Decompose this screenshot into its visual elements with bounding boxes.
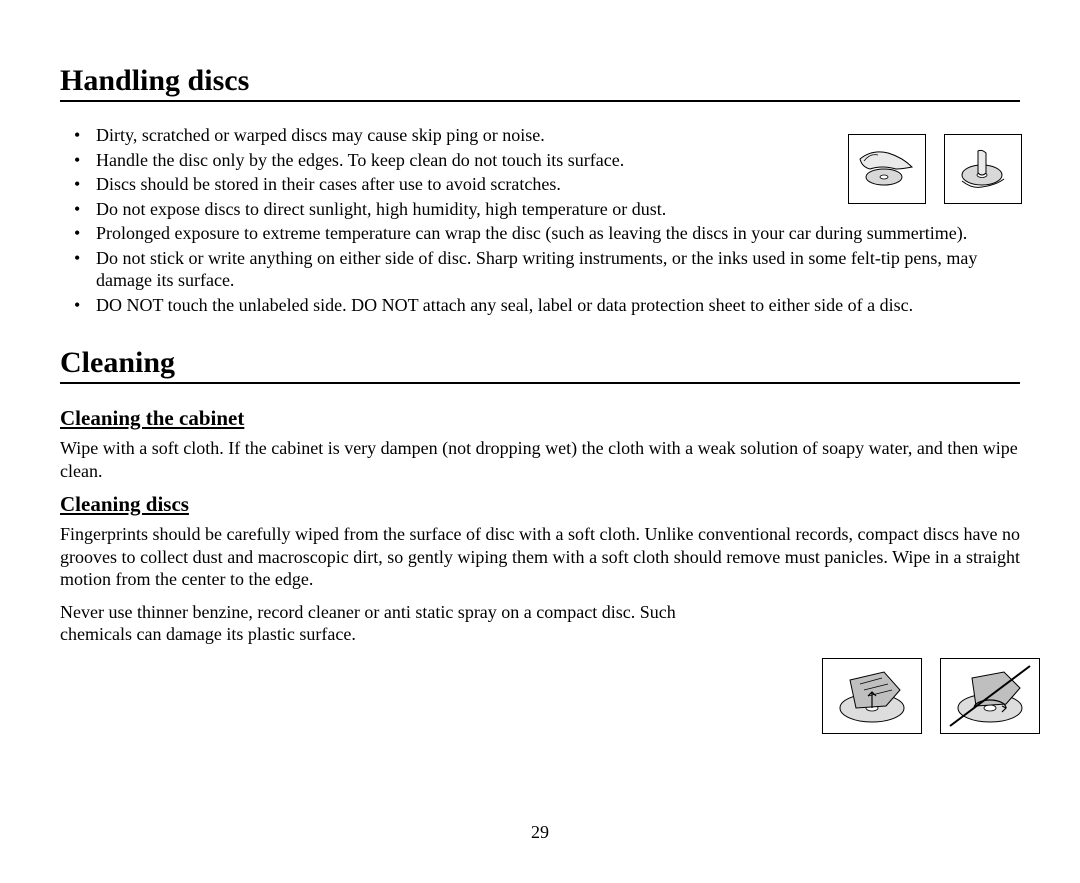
cleaning-heading: Cleaning [60,346,1020,384]
figure-hold-disc-center [944,134,1022,204]
cleaning-discs-text-1: Fingerprints should be carefully wiped f… [60,523,1020,591]
cleaning-cabinet-subheading: Cleaning the cabinet [60,406,1020,431]
handling-discs-heading: Handling discs [60,64,1020,102]
figure-wipe-circular-wrong [940,658,1040,734]
figure-wipe-straight [822,658,922,734]
cleaning-cabinet-text: Wipe with a soft cloth. If the cabinet i… [60,437,1020,482]
cleaning-discs-subheading: Cleaning discs [60,492,1020,517]
handling-figures [848,134,1022,204]
page-number: 29 [531,822,549,843]
figure-hold-disc-edge [848,134,926,204]
bullet-item: DO NOT touch the unlabeled side. DO NOT … [96,294,1020,317]
bullet-item: Do not stick or write anything on either… [96,247,1020,292]
cleaning-discs-text-2: Never use thinner benzine, record cleane… [60,601,700,646]
bullet-item: Prolonged exposure to extreme temperatur… [96,222,1020,245]
cleaning-figures [822,658,1040,734]
